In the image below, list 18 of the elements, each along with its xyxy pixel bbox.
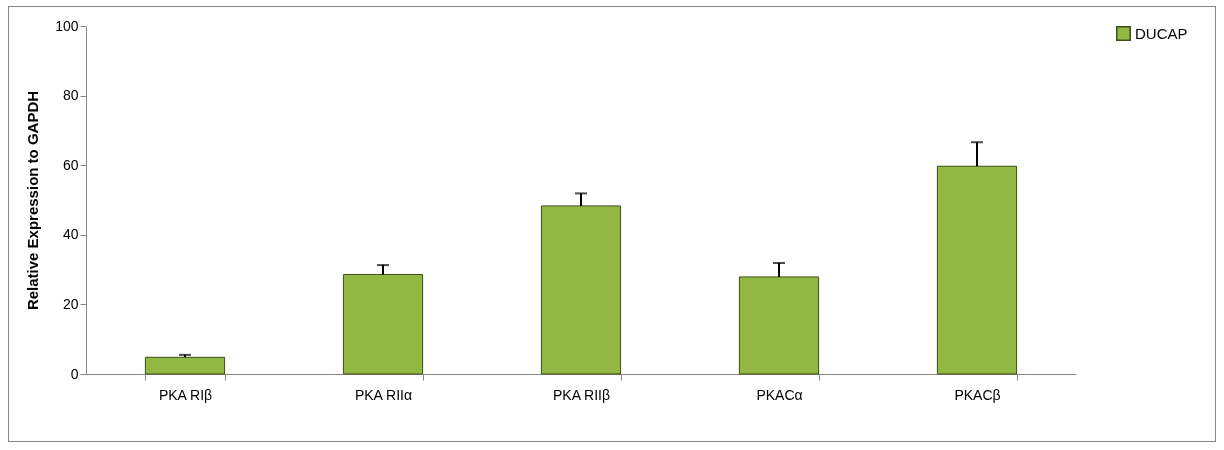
bar xyxy=(144,356,226,375)
x-tick-label: PKA RIβ xyxy=(158,386,213,403)
y-tick-label: 40 xyxy=(62,226,79,243)
bar xyxy=(936,165,1018,375)
x-tick-label: PKA RIIα xyxy=(354,386,413,403)
y-axis-title: Relative Expression to GAPDH xyxy=(24,90,42,311)
bar xyxy=(738,276,820,375)
x-tick-label: PKA RIIβ xyxy=(552,386,611,403)
y-tick-label: 0 xyxy=(70,365,79,382)
y-tick-label: 20 xyxy=(62,295,79,312)
bar xyxy=(342,273,424,375)
y-tick-label: 100 xyxy=(55,17,79,34)
legend-label: DUCAP xyxy=(1135,24,1188,42)
x-tick-label: PKACα xyxy=(756,386,803,403)
x-tick-label: PKACβ xyxy=(954,386,1001,403)
y-tick-label: 60 xyxy=(62,156,79,173)
y-tick-label: 80 xyxy=(62,87,79,104)
bar xyxy=(540,205,622,375)
